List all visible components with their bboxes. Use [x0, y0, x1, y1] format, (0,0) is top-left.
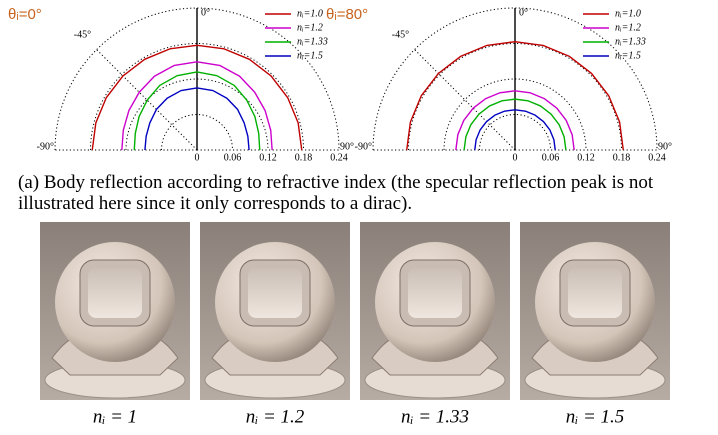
r-tick-label: 0.24: [648, 152, 666, 163]
curve: [121, 61, 273, 151]
legend-label: nᵢ=1.33: [615, 36, 646, 47]
r-tick-label: 0.18: [613, 152, 631, 163]
r-tick-label: 0.18: [295, 152, 313, 163]
angle-tick-label: 0°: [201, 7, 210, 18]
angle-tick-label: -45°: [74, 30, 91, 41]
r-tick-label: 0: [195, 152, 200, 163]
grid-arc: [372, 7, 658, 151]
legend-label: nᵢ=1.0: [615, 8, 641, 19]
render-inset: [248, 268, 302, 318]
render-label: nᵢ = 1.2: [246, 406, 305, 427]
grid-arc: [125, 78, 269, 151]
render-inset: [408, 268, 462, 318]
curve: [474, 109, 556, 151]
chart-title: θᵢ=80°: [326, 6, 368, 23]
render-inset: [88, 268, 142, 318]
angle-tick-label: 0°: [519, 7, 528, 18]
r-tick-label: 0: [513, 152, 518, 163]
curve: [133, 71, 261, 151]
angle-tick-label: 90°: [658, 141, 672, 152]
legend-label: nᵢ=1.5: [615, 50, 641, 61]
r-tick-label: 0.06: [542, 152, 560, 163]
render-image: [360, 222, 510, 400]
curve: [91, 44, 303, 151]
legend-label: nᵢ=1.5: [297, 50, 323, 61]
polar-plots: 0 0.06 0.12 0.18 0.24 -90° -45° 0° 90° nᵢ=1.0 nᵢ=1…: [8, 6, 672, 163]
grid-line: [414, 49, 516, 151]
grid-arc: [443, 78, 587, 151]
grid-arc: [54, 7, 340, 151]
render-label: nᵢ = 1: [93, 406, 137, 427]
curve: [463, 98, 567, 151]
render-image: [520, 222, 670, 400]
angle-tick-label: 90°: [340, 141, 354, 152]
render-inset: [568, 268, 622, 318]
curve: [144, 87, 250, 151]
caption: (a) Body reflection according to refract…: [18, 172, 654, 214]
r-tick-label: 0.24: [330, 152, 348, 163]
render-label: nᵢ = 1.5: [566, 406, 625, 427]
angle-tick-label: -45°: [392, 30, 409, 41]
legend-label: nᵢ=1.0: [297, 8, 323, 19]
grid-arc: [161, 114, 233, 151]
legend-label: nᵢ=1.33: [297, 36, 328, 47]
curve: [406, 41, 624, 151]
render-image: [200, 222, 350, 400]
render-label: nᵢ = 1.33: [401, 406, 469, 427]
legend-label: nᵢ=1.2: [615, 22, 641, 33]
angle-tick-label: -90°: [355, 141, 372, 152]
render-image: [40, 222, 190, 400]
legend-label: nᵢ=1.2: [297, 22, 323, 33]
r-tick-label: 0.12: [259, 152, 277, 163]
grid-arc: [479, 114, 551, 151]
r-tick-label: 0.06: [224, 152, 242, 163]
r-tick-label: 0.12: [577, 152, 595, 163]
renders: nᵢ = 1 nᵢ = 1.2 nᵢ = 1.33 nᵢ = 1.5: [40, 222, 670, 427]
chart-title: θᵢ=0°: [8, 6, 42, 23]
angle-tick-label: -90°: [37, 141, 54, 152]
curve: [455, 90, 575, 151]
